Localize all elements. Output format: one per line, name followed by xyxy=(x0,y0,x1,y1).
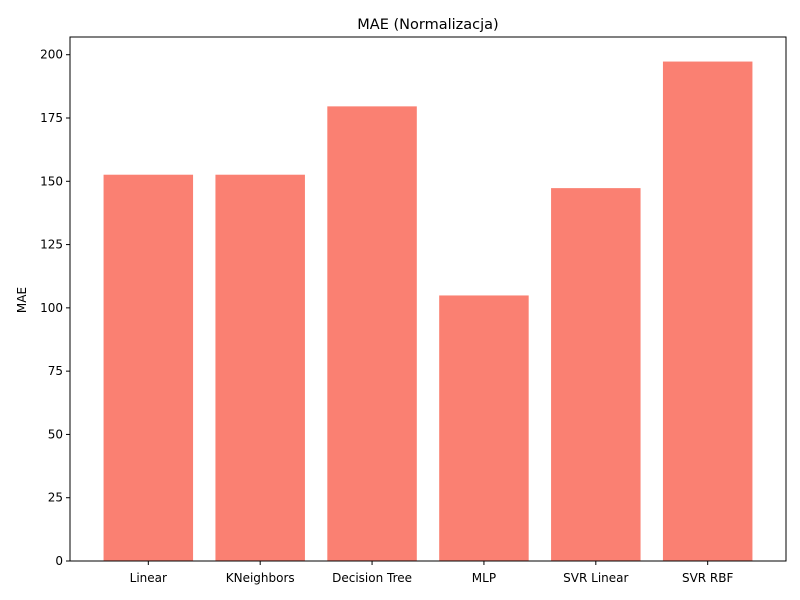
bar-decision-tree xyxy=(327,106,417,562)
y-tick-label: 100 xyxy=(40,301,63,315)
y-tick-label: 150 xyxy=(40,174,63,188)
y-tick-label: 175 xyxy=(40,111,63,125)
bar-svr-linear xyxy=(551,188,641,561)
bar-linear xyxy=(103,174,194,562)
y-tick-label: 50 xyxy=(48,427,63,441)
y-tick-label: 75 xyxy=(48,364,63,378)
y-tick-label: 125 xyxy=(40,238,63,252)
x-tick-label: KNeighbors xyxy=(226,571,295,585)
bar-kneighbors xyxy=(215,174,305,562)
y-axis-label: MAE xyxy=(15,287,29,313)
bar-svr-rbf xyxy=(662,61,753,561)
chart-title: MAE (Normalizacja) xyxy=(357,17,498,33)
bar-mlp xyxy=(439,295,529,561)
x-tick-label: Decision Tree xyxy=(332,571,412,585)
x-tick-label: SVR Linear xyxy=(563,571,628,585)
y-tick-label: 0 xyxy=(55,554,63,568)
y-axis-ticks: 0 25 50 75 100 125 150 175 200 xyxy=(40,48,70,568)
x-tick-label: Linear xyxy=(130,571,167,585)
y-tick-label: 200 xyxy=(40,48,63,62)
plot-frame xyxy=(69,36,787,562)
x-tick-label: SVR RBF xyxy=(682,571,734,585)
y-tick-label: 25 xyxy=(48,491,63,505)
bars-group xyxy=(103,61,753,562)
x-tick-label: MLP xyxy=(472,571,496,585)
x-axis-ticks: Linear KNeighbors Decision Tree MLP SVR Line… xyxy=(130,561,734,585)
